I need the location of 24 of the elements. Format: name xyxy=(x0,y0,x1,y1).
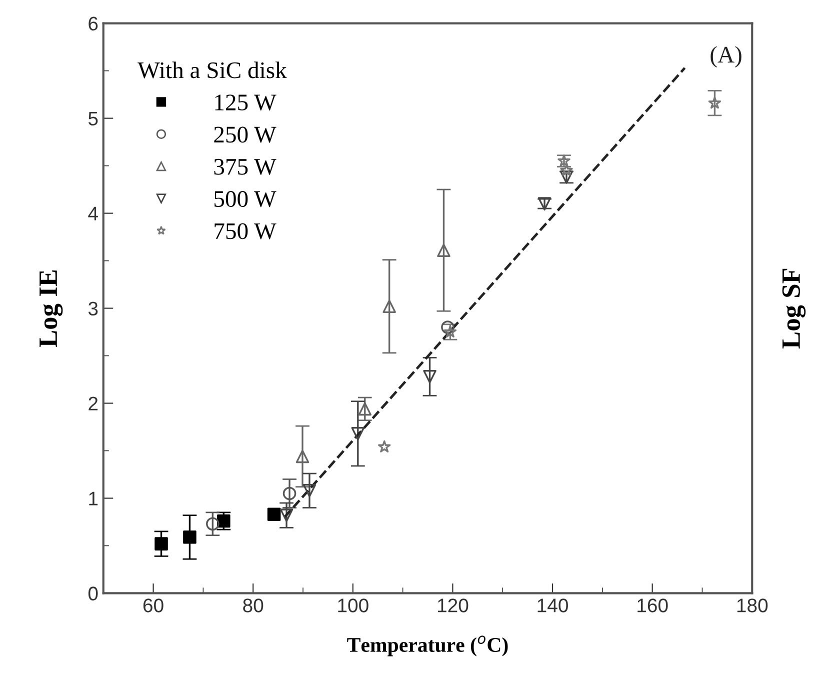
x-tick-label: 100 xyxy=(338,598,368,612)
y-tick-label: 0 xyxy=(88,586,98,600)
y-tick-label: 4 xyxy=(88,206,98,220)
x-tick-label: 120 xyxy=(438,598,468,612)
legend-title: With a SiC disk xyxy=(138,62,287,78)
y-tick-label: 1 xyxy=(89,492,98,506)
x-tick-label: 60 xyxy=(143,598,164,612)
x-tick-label: 140 xyxy=(538,598,568,612)
y-axis-title: Log IE xyxy=(40,270,63,348)
y-tick-label: 3 xyxy=(88,302,98,316)
x-tick-label: 160 xyxy=(638,598,668,612)
legend-label: 375 W xyxy=(214,158,276,175)
legend-label: 250 W xyxy=(214,126,276,143)
x-axis-title: Temperature ($^{o}$C) xyxy=(347,636,508,656)
annotation: (A) xyxy=(710,46,742,68)
legend-label: 500 W xyxy=(214,191,276,208)
y-tick-label: 6 xyxy=(88,16,98,31)
x-tick-label: 80 xyxy=(243,598,264,612)
legend-label: 750 W xyxy=(214,223,276,240)
y2-axis-title: Log SF xyxy=(782,268,806,348)
legend-label: 125 W xyxy=(215,94,276,111)
x-tick-label: 180 xyxy=(737,598,768,612)
y-tick-label: 5 xyxy=(88,112,98,126)
y-tick-label: 2 xyxy=(88,396,98,410)
